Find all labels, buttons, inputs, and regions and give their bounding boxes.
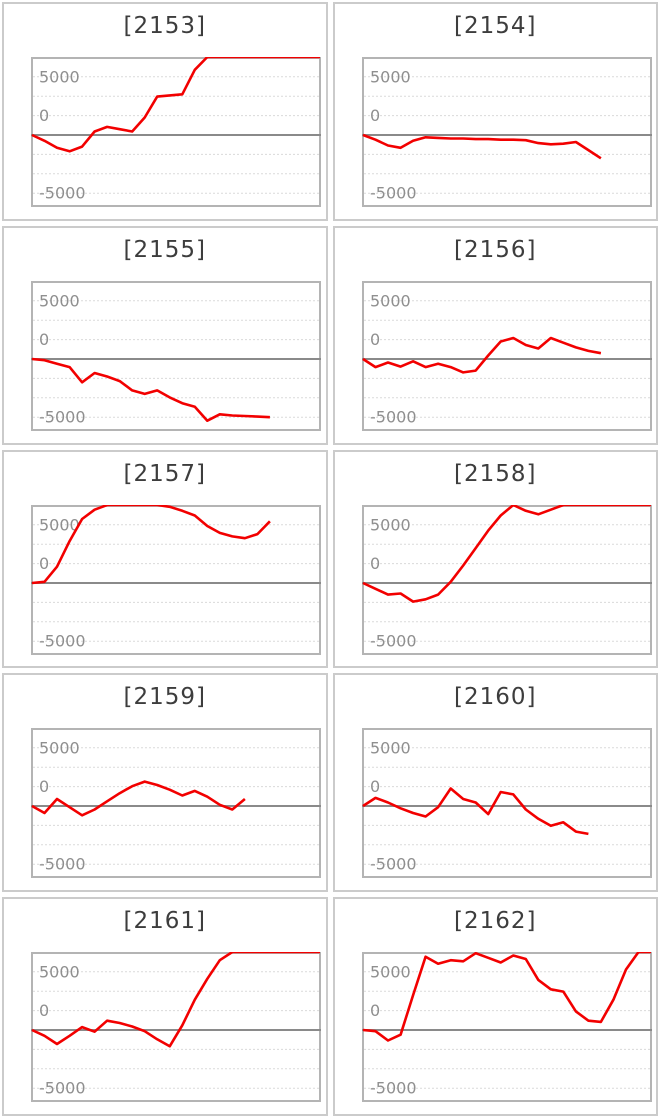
data-line xyxy=(31,780,246,817)
data-line xyxy=(361,336,601,374)
plot-area: 5000 0 -5000 xyxy=(361,728,652,879)
y-axis-label-5000: 5000 xyxy=(370,291,411,310)
plot-border xyxy=(361,952,652,1103)
y-axis-label-neg5000: -5000 xyxy=(370,855,417,874)
plot-area: 5000 0 -5000 xyxy=(361,280,652,431)
chart-cell-2157: [2157] 5000 0 -5000 xyxy=(2,449,328,669)
y-axis-label-0: 0 xyxy=(39,106,49,125)
plot-area: 5000 0 -5000 xyxy=(31,280,321,431)
y-axis-label-neg5000: -5000 xyxy=(39,855,86,874)
y-axis-label-5000: 5000 xyxy=(39,962,80,981)
chart-title: [2154] xyxy=(454,13,537,39)
plot-area: 5000 0 -5000 xyxy=(31,57,321,207)
plot-border xyxy=(361,728,652,879)
y-axis-label-neg5000: -5000 xyxy=(370,1079,417,1098)
y-axis-label-0: 0 xyxy=(370,1001,380,1020)
plot-border xyxy=(31,728,321,879)
chart-cell-2162: [2162] 5000 0 -5000 xyxy=(332,897,658,1116)
chart-title: [2158] xyxy=(454,460,537,487)
data-line xyxy=(31,504,271,584)
data-line xyxy=(362,133,602,160)
y-axis-label-5000: 5000 xyxy=(370,515,411,534)
chart-cell-2160: [2160] 5000 0 -5000 xyxy=(332,673,658,893)
chart-title: [2160] xyxy=(454,684,537,711)
y-axis-label-neg5000: -5000 xyxy=(39,407,86,426)
chart-cell-2153: [2153] 5000 0 -5000 xyxy=(2,2,328,221)
chart-cell-2156: [2156] 5000 0 -5000 xyxy=(332,225,658,445)
data-line xyxy=(31,357,270,422)
chart-cell-2161: [2161] 5000 0 -5000 xyxy=(2,897,328,1116)
chart-title: [2161] xyxy=(123,908,206,935)
chart-title: [2156] xyxy=(454,236,537,263)
chart-title: [2155] xyxy=(123,236,206,263)
data-line xyxy=(31,952,320,1048)
plot-area: 5000 0 -5000 xyxy=(31,728,321,879)
chart-cell-2158: [2158] 5000 0 -5000 xyxy=(332,449,658,669)
plot-border xyxy=(31,952,321,1103)
chart-cell-2155: [2155] 5000 0 -5000 xyxy=(2,225,328,445)
data-line xyxy=(31,57,320,153)
y-axis-label-5000: 5000 xyxy=(39,67,80,86)
data-line xyxy=(362,952,651,1042)
y-axis-label-neg5000: -5000 xyxy=(370,407,417,426)
chart-title: [2153] xyxy=(123,13,206,39)
y-axis-label-5000: 5000 xyxy=(370,739,411,758)
y-axis-label-0: 0 xyxy=(370,777,380,796)
chart-title: [2162] xyxy=(454,908,537,935)
y-axis-label-0: 0 xyxy=(39,554,49,573)
y-axis-label-5000: 5000 xyxy=(370,67,411,86)
y-axis-label-5000: 5000 xyxy=(39,739,80,758)
plot-area: 5000 0 -5000 xyxy=(361,57,652,207)
plot-border xyxy=(31,280,321,431)
plot-area: 5000 0 -5000 xyxy=(361,952,652,1103)
y-axis-label-neg5000: -5000 xyxy=(370,631,417,650)
y-axis-label-neg5000: -5000 xyxy=(370,184,417,203)
y-axis-label-neg5000: -5000 xyxy=(39,184,86,203)
y-axis-label-5000: 5000 xyxy=(39,291,80,310)
y-axis-label-5000: 5000 xyxy=(370,962,411,981)
plot-border xyxy=(361,280,652,431)
y-axis-label-0: 0 xyxy=(370,106,380,125)
plot-area: 5000 0 -5000 xyxy=(31,504,321,655)
plot-area: 5000 0 -5000 xyxy=(31,952,321,1103)
chart-title: [2157] xyxy=(123,460,206,487)
y-axis-label-neg5000: -5000 xyxy=(39,1079,86,1098)
chart-cell-2154: [2154] 5000 0 -5000 xyxy=(332,2,658,221)
plot-border xyxy=(31,504,321,655)
y-axis-label-0: 0 xyxy=(39,1001,49,1020)
data-line xyxy=(361,787,589,836)
chart-title: [2159] xyxy=(123,684,206,711)
y-axis-label-0: 0 xyxy=(39,777,49,796)
plot-border xyxy=(361,504,652,655)
data-line xyxy=(361,504,651,603)
y-axis-label-0: 0 xyxy=(370,330,380,349)
plot-border xyxy=(361,57,652,207)
plot-border xyxy=(31,57,321,207)
y-axis-label-neg5000: -5000 xyxy=(39,631,86,650)
y-axis-label-0: 0 xyxy=(370,554,380,573)
y-axis-label-0: 0 xyxy=(39,330,49,349)
plot-area: 5000 0 -5000 xyxy=(361,504,652,655)
y-axis-label-5000: 5000 xyxy=(39,515,80,534)
chart-cell-2159: [2159] 5000 0 -5000 xyxy=(2,673,328,893)
